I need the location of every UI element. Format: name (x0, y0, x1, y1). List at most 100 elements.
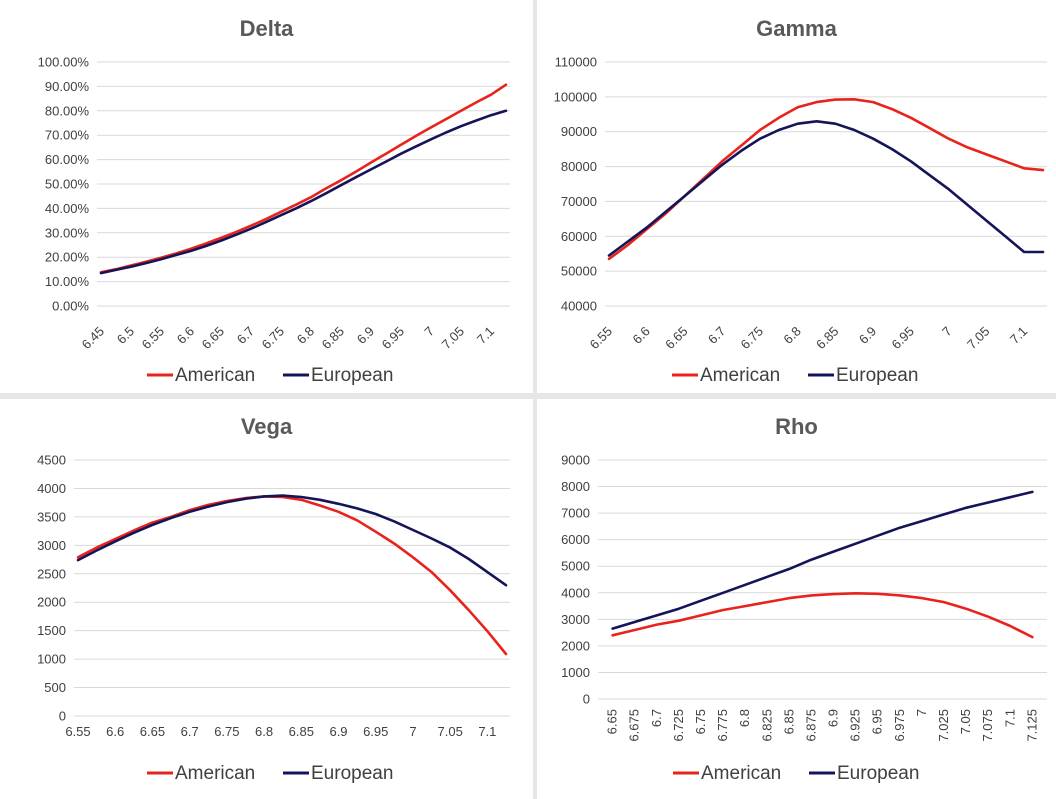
gamma-x-tick-label: 7.05 (964, 324, 993, 353)
rho-x-tick-label: 6.95 (870, 709, 885, 734)
delta-y-tick-label: 10.00% (45, 274, 90, 289)
rho-chart-title: Rho (775, 414, 818, 439)
vega-y-tick-label: 1000 (37, 652, 66, 667)
delta-x-tick-label: 6.75 (259, 324, 288, 353)
delta-x-tick-label: 6.5 (114, 324, 137, 347)
vega-series-european (76, 494, 508, 587)
gamma-y-tick-label: 70000 (561, 194, 597, 209)
vega-legend-label-american: American (175, 763, 255, 784)
rho-x-tick-label: 6.65 (605, 709, 620, 734)
vega-y-tick-label: 4500 (37, 453, 66, 468)
rho-y-tick-label: 1000 (561, 665, 590, 680)
vega-y-tick-label: 500 (44, 680, 66, 695)
delta-y-tick-label: 80.00% (45, 103, 90, 118)
gamma-legend-label-american: American (700, 365, 780, 386)
delta-y-tick-label: 0.00% (52, 299, 89, 314)
rho-x-tick-label: 7.1 (1002, 709, 1017, 727)
gamma-x-tick-label: 6.8 (780, 324, 803, 347)
gamma-x-tick-label: 7.1 (1007, 324, 1030, 347)
delta-y-tick-label: 70.00% (45, 128, 90, 143)
gamma-y-tick-label: 50000 (561, 264, 597, 279)
gamma-x-tick-label: 6.95 (889, 324, 918, 353)
gamma-x-tick-label: 7 (939, 324, 955, 340)
delta-y-tick-label: 30.00% (45, 225, 90, 240)
gamma-chart: Gamma 40000 50000 60000 70000 80000 90000 10000… (554, 16, 1047, 386)
panel-divider-vertical (533, 0, 537, 799)
delta-series-european (99, 109, 508, 275)
vega-y-tick-label: 2000 (37, 595, 66, 610)
rho-y-tick-label: 3000 (561, 612, 590, 627)
vega-legend-label-european: European (311, 763, 393, 784)
rho-x-tick-label: 6.825 (759, 709, 774, 742)
panel-divider-horizontal (0, 393, 1056, 399)
rho-x-tick-label: 6.675 (627, 709, 642, 742)
delta-x-tick-label: 6.45 (79, 324, 108, 353)
delta-x-tick-label: 7 (421, 324, 437, 340)
gamma-x-tick-label: 6.6 (629, 324, 652, 347)
delta-y-tick-label: 50.00% (45, 177, 90, 192)
rho-x-tick-label: 7.025 (936, 709, 951, 742)
vega-chart: Vega 0 500 1000 1500 2000 2500 3000 3500 4000 4500… (37, 414, 510, 784)
delta-y-tick-label: 100.00% (38, 55, 90, 70)
delta-legend-label-european: European (311, 365, 393, 386)
vega-x-tick-label: 6.95 (363, 724, 388, 739)
delta-y-tick-label: 90.00% (45, 79, 90, 94)
gamma-x-tick-label: 6.75 (738, 324, 767, 353)
rho-legend-label-american: American (701, 763, 781, 784)
rho-chart: Rho 0 1000 2000 3000 4000 5000 6000 7000 8000 9000… (561, 414, 1047, 784)
rho-series-european (611, 490, 1034, 630)
rho-x-tick-label: 6.85 (781, 709, 796, 734)
delta-x-tick-label: 6.8 (294, 324, 317, 347)
rho-x-tick-label: 6.975 (892, 709, 907, 742)
delta-x-tick-label: 6.85 (319, 324, 348, 353)
vega-x-tick-label: 6.8 (255, 724, 273, 739)
vega-y-tick-label: 2500 (37, 566, 66, 581)
vega-x-tick-label: 6.7 (181, 724, 199, 739)
delta-legend-label-american: American (175, 365, 255, 386)
gamma-x-tick-label: 6.55 (587, 324, 616, 353)
vega-x-tick-label: 7 (409, 724, 416, 739)
vega-chart-title: Vega (241, 414, 293, 439)
vega-series-american (76, 495, 508, 656)
vega-y-tick-label: 3500 (37, 509, 66, 524)
vega-chart-panel: Vega 0 500 1000 1500 2000 2500 3000 3500 4000 4500… (0, 399, 533, 799)
gamma-y-tick-label: 60000 (561, 229, 597, 244)
delta-y-tick-label: 20.00% (45, 250, 90, 265)
vega-x-tick-label: 6.65 (140, 724, 165, 739)
rho-x-tick-label: 6.775 (715, 709, 730, 742)
gamma-y-tick-label: 110000 (555, 55, 597, 70)
gamma-x-tick-label: 6.65 (662, 324, 691, 353)
gamma-y-tick-label: 40000 (561, 299, 597, 314)
gamma-chart-panel: Gamma 40000 50000 60000 70000 80000 90000 10000… (537, 0, 1056, 393)
delta-x-tick-label: 6.55 (139, 324, 168, 353)
rho-x-tick-label: 6.7 (649, 709, 664, 727)
rho-y-tick-label: 4000 (561, 585, 590, 600)
delta-chart-title: Delta (240, 16, 295, 41)
rho-x-tick-label: 7.05 (958, 709, 973, 734)
vega-x-tick-label: 6.6 (106, 724, 124, 739)
delta-series-american (99, 83, 508, 274)
delta-x-tick-label: 6.6 (174, 324, 197, 347)
rho-x-tick-label: 6.9 (826, 709, 841, 727)
vega-y-tick-label: 3000 (37, 538, 66, 553)
delta-y-tick-label: 60.00% (45, 152, 90, 167)
rho-y-tick-label: 9000 (561, 453, 590, 468)
rho-y-tick-label: 7000 (561, 506, 590, 521)
delta-x-tick-label: 7.05 (439, 324, 468, 353)
delta-chart: Delta 0.00% 10.00% 20.00% 30.00% 40.00% 50.00%… (38, 16, 510, 386)
gamma-y-tick-label: 80000 (561, 159, 597, 174)
vega-y-tick-label: 0 (59, 709, 66, 724)
vega-y-tick-label: 4000 (37, 481, 66, 496)
gamma-x-tick-label: 6.7 (705, 324, 728, 347)
delta-x-tick-label: 6.65 (199, 324, 228, 353)
rho-y-tick-label: 5000 (561, 559, 590, 574)
vega-x-tick-label: 6.9 (329, 724, 347, 739)
rho-y-tick-label: 0 (583, 692, 590, 707)
rho-x-tick-label: 6.875 (803, 709, 818, 742)
rho-y-tick-label: 8000 (561, 479, 590, 494)
delta-x-tick-label: 7.1 (474, 324, 497, 347)
gamma-x-tick-label: 6.9 (856, 324, 879, 347)
gamma-chart-title: Gamma (756, 16, 837, 41)
vega-x-tick-label: 6.75 (214, 724, 239, 739)
gamma-y-tick-label: 100000 (554, 89, 597, 104)
